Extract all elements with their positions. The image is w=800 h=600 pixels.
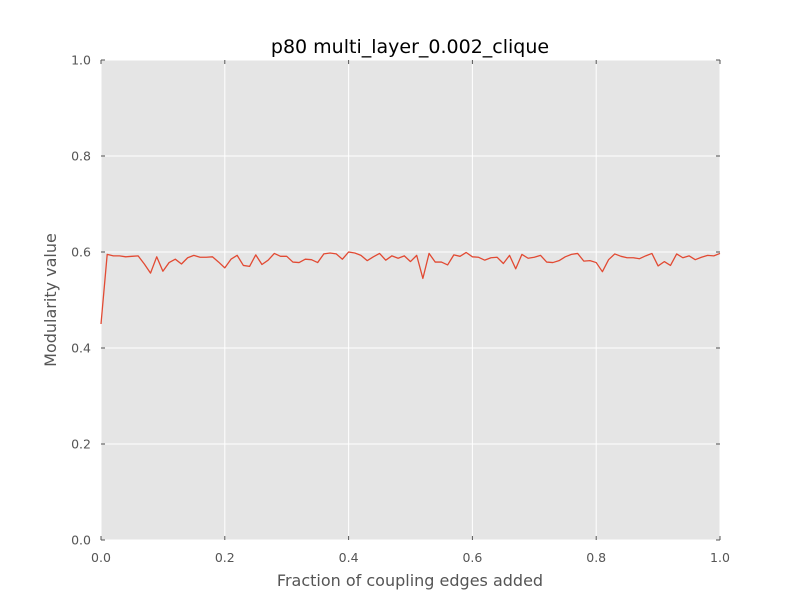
x-tick-label: 0.2 bbox=[215, 550, 235, 565]
grid-lines bbox=[100, 59, 721, 541]
chart-title: p80 multi_layer_0.002_clique bbox=[271, 36, 549, 58]
series-layer bbox=[100, 251, 721, 325]
x-tick-label: 0.8 bbox=[586, 550, 606, 565]
series-line bbox=[100, 251, 721, 325]
y-tick-labels: 0.0 0.2 0.4 0.6 0.8 1.0 bbox=[71, 53, 91, 548]
x-tick-label: 1.0 bbox=[710, 550, 730, 565]
y-tick-label: 0.2 bbox=[71, 437, 91, 452]
y-tick-label: 0.0 bbox=[71, 533, 91, 548]
y-tick-label: 0.8 bbox=[71, 149, 91, 164]
x-tick-label: 0.0 bbox=[91, 550, 111, 565]
tick-marks bbox=[100, 59, 721, 541]
y-tick-label: 0.6 bbox=[71, 245, 91, 260]
x-tick-label: 0.6 bbox=[462, 550, 482, 565]
y-axis-label: Modularity value bbox=[41, 233, 60, 367]
x-axis-label: Fraction of coupling edges added bbox=[277, 571, 543, 590]
x-tick-labels: 0.0 0.2 0.4 0.6 0.8 1.0 bbox=[91, 550, 730, 565]
plot-background bbox=[101, 60, 720, 540]
x-tick-label: 0.4 bbox=[339, 550, 359, 565]
y-tick-label: 0.4 bbox=[71, 341, 91, 356]
y-tick-label: 1.0 bbox=[71, 53, 91, 68]
